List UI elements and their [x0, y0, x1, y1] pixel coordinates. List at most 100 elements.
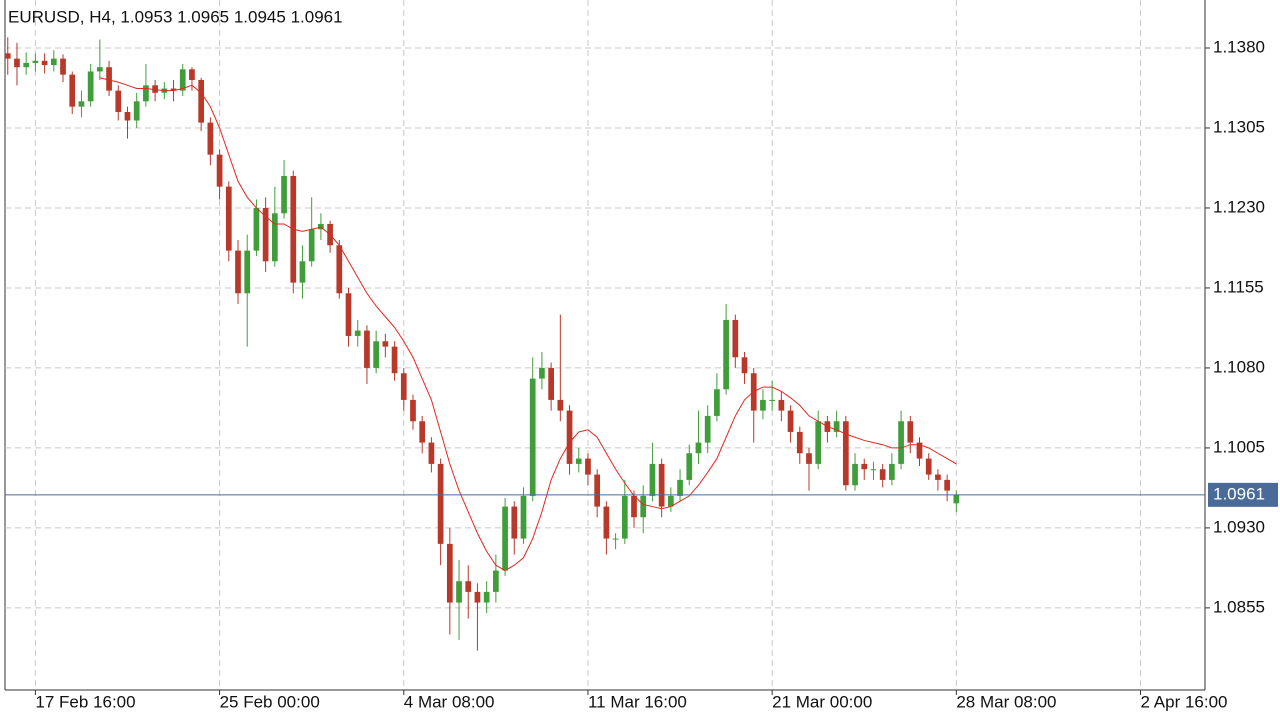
- candle-body: [262, 207, 269, 262]
- candle-body: [106, 67, 112, 91]
- candle-body: [833, 421, 840, 432]
- x-tick-label: 11 Mar 16:00: [588, 692, 687, 711]
- candle-body: [78, 101, 85, 107]
- y-tick-label: 1.0855: [1213, 597, 1265, 616]
- candle-body: [704, 415, 711, 443]
- candle-body: [308, 229, 315, 262]
- candle-body: [4, 53, 11, 59]
- candle-body: [778, 399, 785, 411]
- candle-body: [502, 506, 508, 571]
- candle-body: [474, 591, 481, 603]
- y-tick-label: 1.1080: [1213, 357, 1265, 376]
- candle-body: [391, 346, 398, 374]
- candle-body: [760, 399, 766, 411]
- candle-body: [870, 469, 877, 471]
- candle-body: [364, 330, 370, 368]
- candle-body: [133, 101, 140, 121]
- candle-body: [14, 58, 20, 68]
- y-tick-label: 1.1305: [1213, 117, 1265, 136]
- candle-body: [548, 367, 554, 400]
- y-tick-label: 1.1230: [1213, 197, 1265, 216]
- candle-body: [686, 453, 693, 480]
- candle-body: [428, 442, 435, 464]
- grid: [5, 0, 1210, 695]
- candle-body: [437, 463, 444, 544]
- candle-body: [69, 74, 76, 107]
- candle-body: [935, 474, 941, 480]
- candle-body: [925, 458, 932, 475]
- candle-body: [796, 431, 803, 454]
- candle-body: [612, 538, 619, 540]
- x-tick-label: 21 Mar 00:00: [772, 692, 872, 711]
- candle-body: [281, 175, 287, 214]
- candle-body: [41, 60, 48, 66]
- candle-body: [539, 367, 545, 379]
- candle-body: [382, 341, 389, 347]
- candle-body: [179, 69, 186, 91]
- candle-body: [585, 458, 591, 475]
- candle-body: [216, 154, 223, 187]
- candles: [4, 37, 1205, 651]
- candle-body: [152, 85, 158, 93]
- x-tick-label: 28 Mar 08:00: [956, 692, 1056, 711]
- current-price-label: 1.0961: [1213, 484, 1265, 503]
- candle-body: [373, 341, 379, 368]
- candle-body: [640, 495, 647, 518]
- candle-body: [50, 58, 57, 66]
- candle-body: [410, 399, 416, 422]
- candle-body: [318, 223, 324, 230]
- candle-body: [60, 58, 66, 75]
- candle-body: [198, 79, 205, 123]
- candle-body: [465, 581, 472, 592]
- candle-body: [575, 458, 582, 464]
- candle-body: [244, 250, 251, 294]
- candle-body: [345, 293, 352, 336]
- candle-body: [889, 463, 895, 480]
- candle-body: [456, 581, 462, 603]
- candle-body: [520, 495, 527, 539]
- candle-body: [271, 213, 278, 262]
- x-tick-label: 2 Apr 16:00: [1141, 692, 1228, 711]
- candle-body: [97, 67, 103, 72]
- candle-body: [511, 506, 518, 539]
- candle-body: [603, 506, 610, 539]
- candle-body: [714, 389, 720, 416]
- candle-body: [253, 207, 260, 251]
- candle-body: [815, 421, 822, 464]
- candle-body: [879, 469, 886, 480]
- candle-body: [806, 453, 812, 464]
- candle-body: [87, 71, 94, 102]
- candle-body: [769, 399, 776, 401]
- candle-body: [115, 90, 122, 112]
- candle-body: [189, 69, 195, 80]
- candle-body: [529, 378, 536, 496]
- axis-labels: 1.1380 1.1305 1.1230 1.1155 1.1080 1.1005 1.09…: [35, 37, 1278, 711]
- candle-body: [741, 357, 748, 374]
- x-tick-label: 25 Feb 00:00: [220, 692, 320, 711]
- candle-body: [419, 421, 426, 443]
- candle-body: [493, 570, 499, 592]
- y-tick-label: 1.1005: [1213, 437, 1265, 456]
- candle-body: [594, 474, 601, 507]
- candle-body: [336, 245, 343, 294]
- candle-body: [631, 495, 637, 518]
- candle-body: [235, 250, 241, 294]
- candle-body: [898, 421, 904, 464]
- y-tick-label: 1.0930: [1213, 517, 1265, 536]
- candle-body: [621, 495, 628, 539]
- candle-body: [852, 463, 858, 486]
- candle-body: [861, 463, 868, 470]
- candle-body: [124, 111, 131, 121]
- candle-body: [649, 463, 656, 496]
- chart-title: EURUSD, H4, 1.0953 1.0965 1.0945 1.0961: [8, 7, 343, 26]
- candle-body: [446, 543, 453, 603]
- candle-body: [170, 88, 177, 91]
- candle-body: [32, 60, 39, 63]
- candle-body: [695, 442, 702, 454]
- x-tick-label: 4 Mar 08:00: [404, 692, 495, 711]
- candle-body: [787, 410, 794, 432]
- current-price-box: [1208, 482, 1278, 507]
- moving-average-line: [99, 77, 957, 572]
